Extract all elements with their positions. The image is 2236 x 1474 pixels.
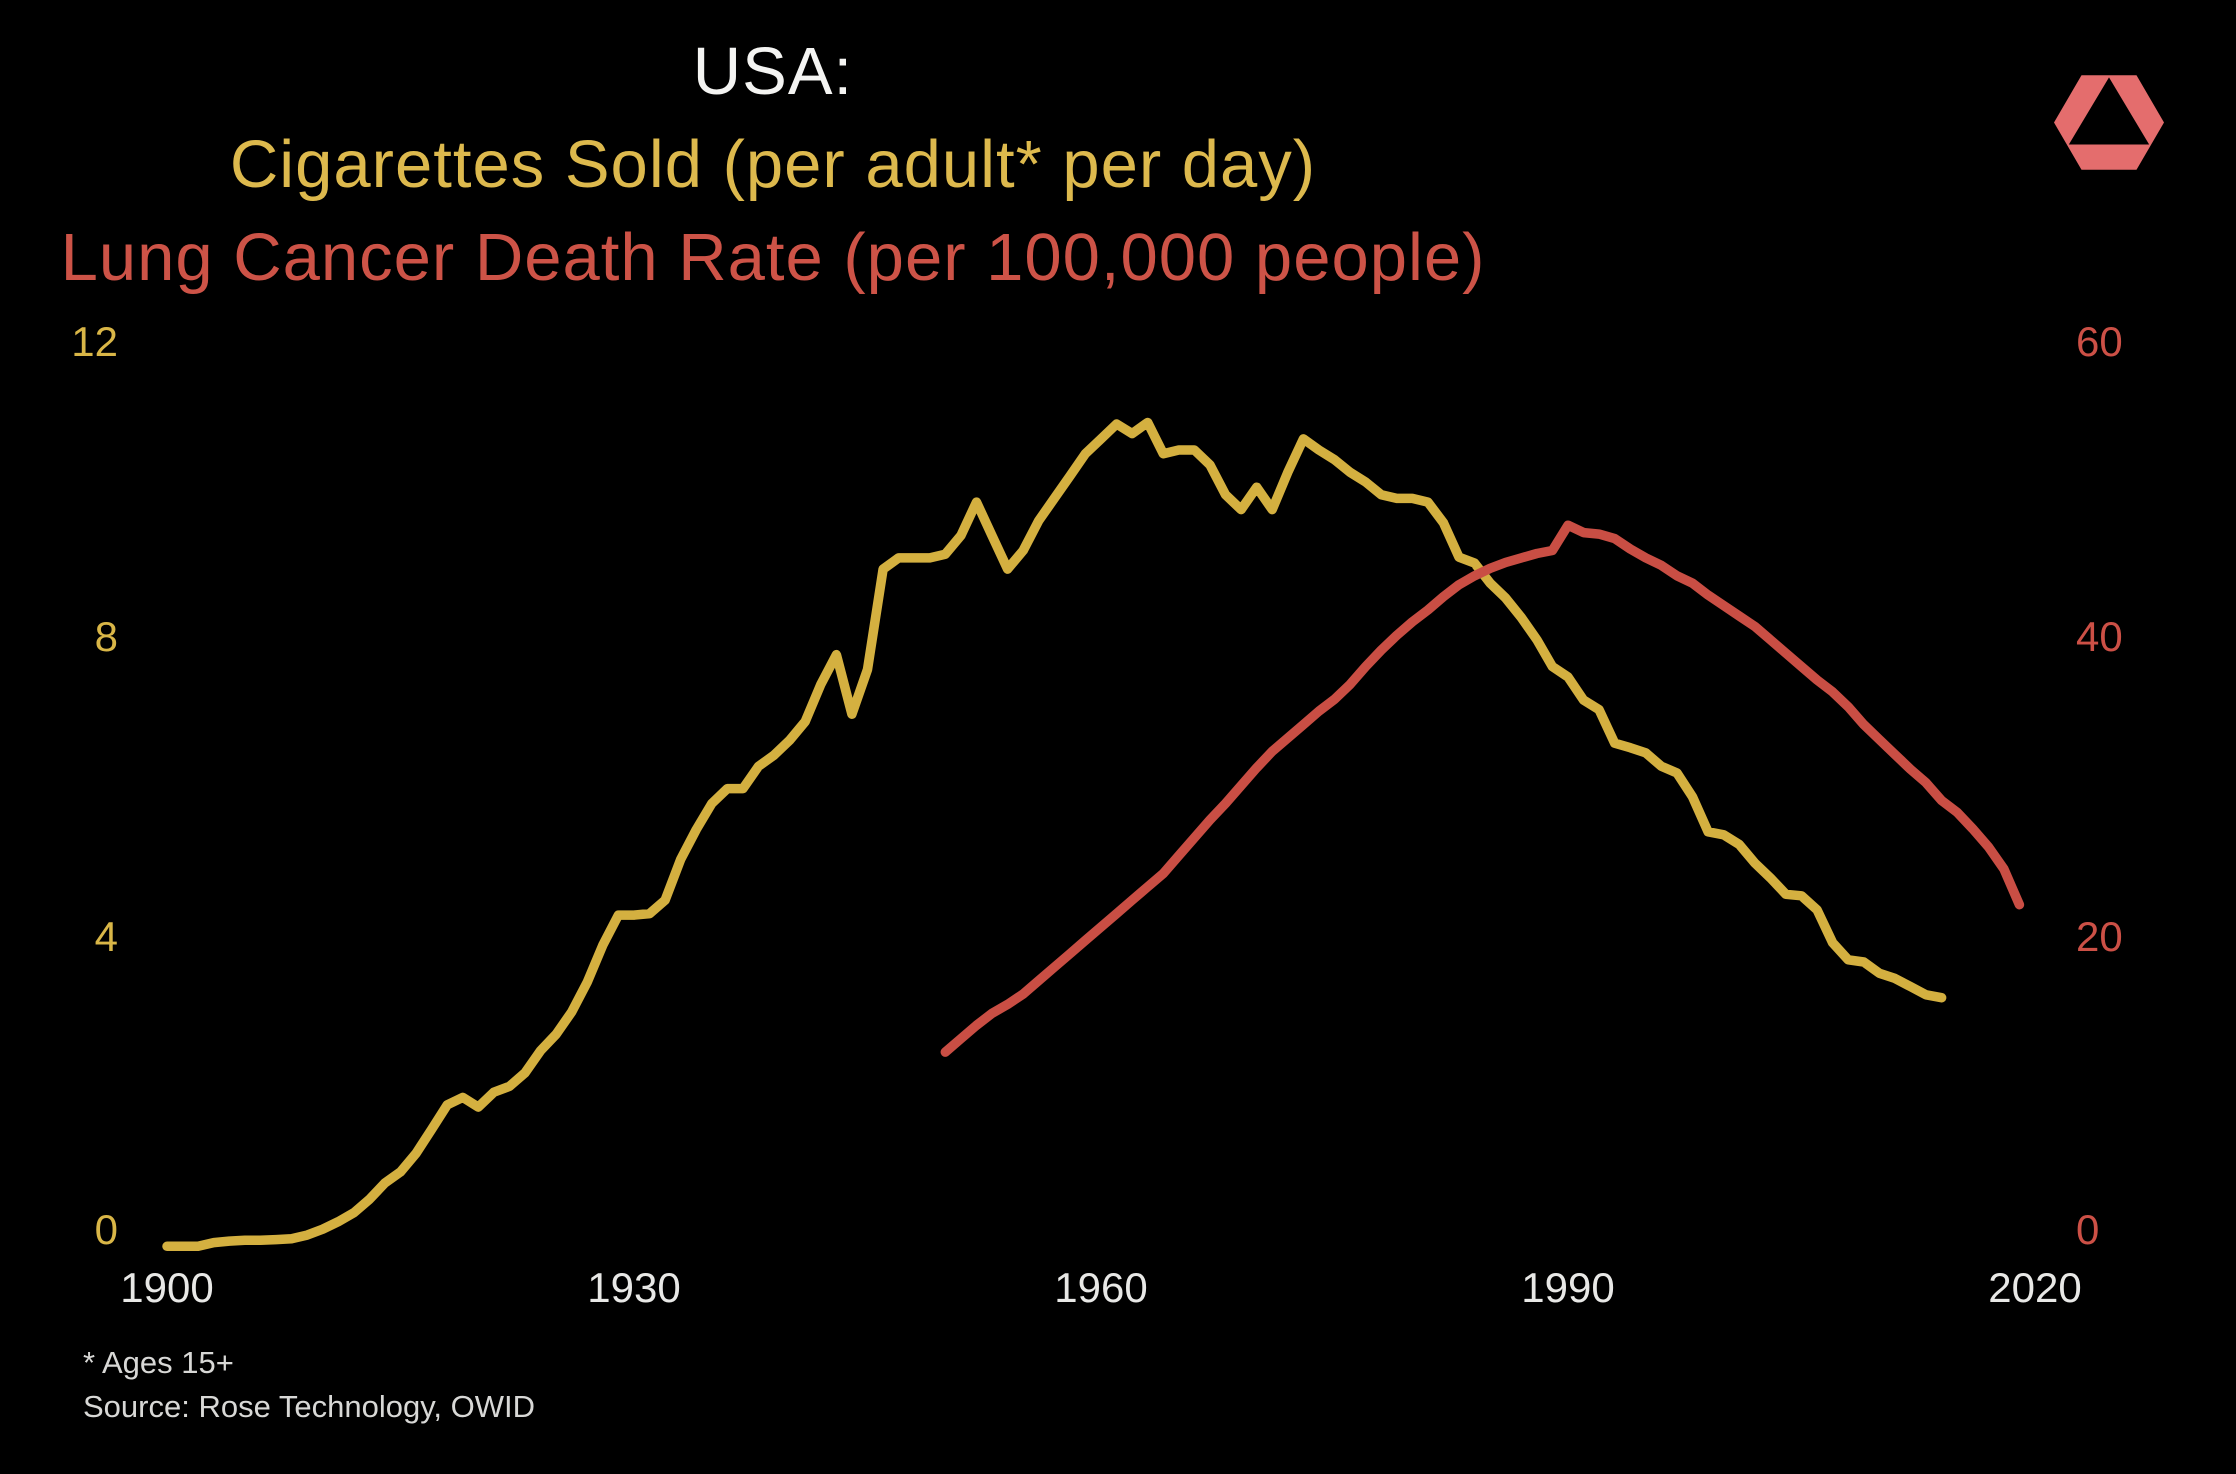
footnote-source: Source: Rose Technology, OWID <box>83 1389 535 1424</box>
x-tick-1900: 1900 <box>120 1264 214 1311</box>
cigarettes-line <box>162 417 1947 1252</box>
footnote-ages: * Ages 15+ <box>83 1345 234 1380</box>
lung-cancer-line <box>940 520 2025 1057</box>
y-right-tick-60: 60 <box>2076 318 2123 365</box>
y-left-tick-4: 4 <box>94 913 118 960</box>
chart-title: USA: <box>692 34 854 109</box>
x-tick-2020: 2020 <box>1988 1264 2082 1311</box>
series-label-lung-cancer: Lung Cancer Death Rate (per 100,000 peop… <box>60 220 1486 295</box>
logo-hexagon-shape <box>2054 75 2164 170</box>
y-left-tick-8: 8 <box>94 613 118 660</box>
y-right-tick-20: 20 <box>2076 913 2123 960</box>
x-tick-1960: 1960 <box>1054 1264 1148 1311</box>
y-right-tick-0: 0 <box>2076 1206 2100 1253</box>
title-block: USA: Cigarettes Sold (per adult* per day… <box>0 25 1546 304</box>
rose-technology-logo-icon <box>2054 75 2164 170</box>
y-left-tick-12: 12 <box>71 318 118 365</box>
y-right-tick-40: 40 <box>2076 613 2123 660</box>
x-tick-1990: 1990 <box>1521 1264 1615 1311</box>
series-label-cigarettes: Cigarettes Sold (per adult* per day) <box>229 127 1317 202</box>
x-tick-1930: 1930 <box>587 1264 681 1311</box>
y-left-tick-0: 0 <box>94 1206 118 1253</box>
footnote-block: * Ages 15+ Source: Rose Technology, OWID <box>83 1341 535 1429</box>
